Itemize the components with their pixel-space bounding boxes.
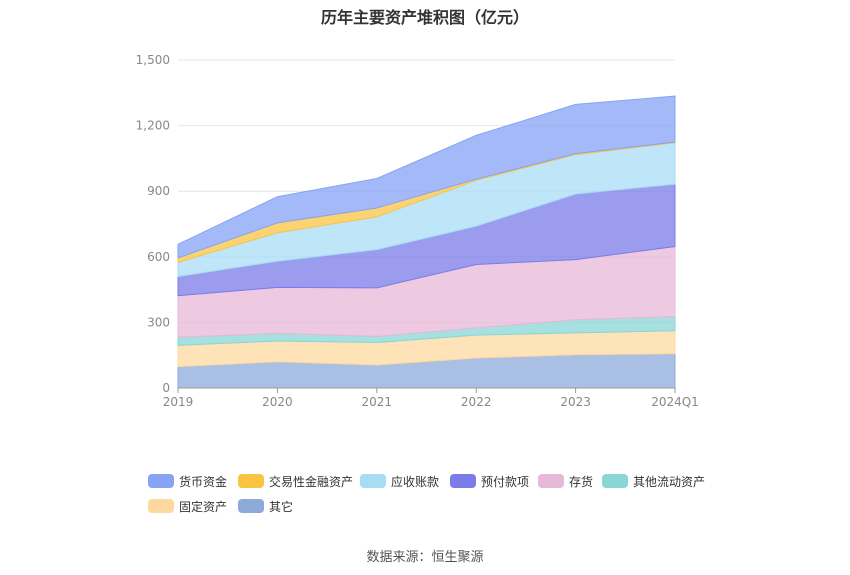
legend-label: 预付款项 <box>481 474 530 489</box>
source-note: 数据来源：恒生聚源 <box>366 550 484 565</box>
y-tick-label: 900 <box>147 184 170 198</box>
legend-item[interactable]: 固定资产 <box>148 498 227 514</box>
x-tick-label: 2020 <box>262 395 293 409</box>
legend-swatch <box>602 474 628 488</box>
legend-label: 存货 <box>569 474 594 489</box>
legend-item[interactable]: 预付款项 <box>450 473 529 489</box>
x-tick-label: 2019 <box>163 395 194 409</box>
legend-label: 其他流动资产 <box>633 474 706 489</box>
y-tick-label: 0 <box>162 381 170 395</box>
legend-swatch <box>148 474 174 488</box>
y-tick-label: 1,500 <box>136 53 170 67</box>
axes: 0 300 600 900 1,200 1,500 2019 2020 2021 2022 2023… <box>136 53 699 409</box>
y-tick-label: 1,200 <box>136 119 170 133</box>
x-tick-label: 2022 <box>461 395 492 409</box>
legend-item[interactable]: 其它 <box>238 498 293 514</box>
legend-item[interactable]: 货币资金 <box>148 473 227 489</box>
legend-swatch <box>450 474 476 488</box>
y-tick-label: 300 <box>147 315 170 329</box>
area-series <box>177 95 676 389</box>
legend-label: 其它 <box>269 499 294 514</box>
legend-label: 应收账款 <box>391 474 440 489</box>
y-tick-label: 600 <box>147 250 170 264</box>
legend-swatch <box>360 474 386 488</box>
legend-item[interactable]: 交易性金融资产 <box>238 473 353 489</box>
x-tick-label: 2021 <box>362 395 393 409</box>
legend-label: 货币资金 <box>179 474 228 489</box>
legend-item[interactable]: 其他流动资产 <box>602 473 705 489</box>
legend-swatch <box>238 474 264 488</box>
area-货币资金 <box>177 95 676 259</box>
legend-label: 交易性金融资产 <box>269 474 354 489</box>
legend-item[interactable]: 存货 <box>538 473 593 489</box>
legend-item[interactable]: 应收账款 <box>360 473 439 489</box>
legend-swatch <box>238 499 264 513</box>
x-tick-label: 2023 <box>560 395 591 409</box>
legend-swatch <box>148 499 174 513</box>
legend-label: 固定资产 <box>179 499 228 514</box>
x-tick-label: 2024Q1 <box>651 395 699 409</box>
legend-swatch <box>538 474 564 488</box>
chart-title: 历年主要资产堆积图（亿元） <box>320 8 529 27</box>
